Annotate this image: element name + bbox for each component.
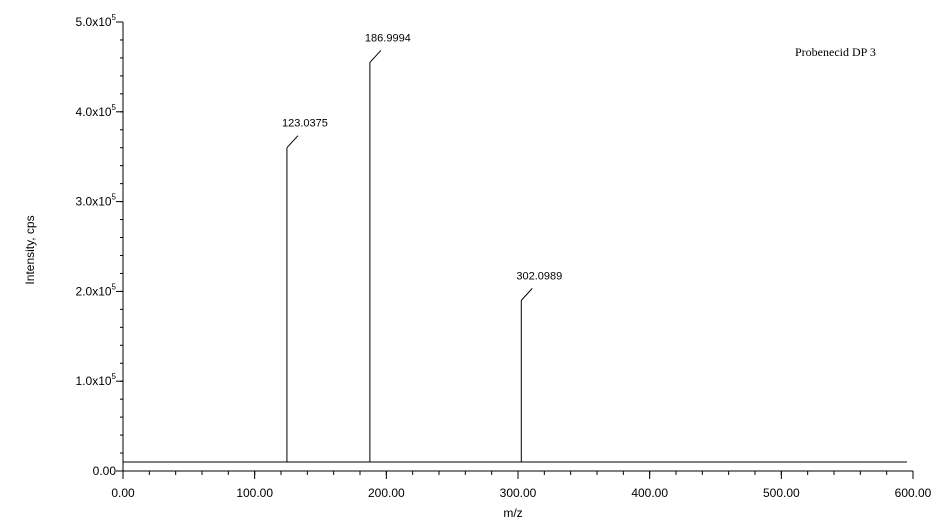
peak-series: 123.0375 186.9994 302.0989 [282,32,562,463]
y-tick-mantissa: 5.0x10 [76,15,112,29]
peak-label: 186.9994 [365,32,411,44]
y-tick-label: 5.0x105 [76,13,117,29]
y-tick-exponent: 5 [112,282,117,291]
x-tick-label: 400.00 [631,486,668,500]
y-tick-exponent: 5 [112,13,117,22]
y-tick-label: 3.0x105 [76,193,117,209]
y-tick-mantissa: 1.0x10 [76,374,112,388]
y-axis-label: Intensity, cps [23,215,37,284]
y-tick-label: 2.0x105 [76,282,117,298]
peak-label: 123.0375 [282,118,328,130]
y-tick-exponent: 5 [112,372,117,381]
y-tick-mantissa: 2.0x10 [76,284,112,298]
x-tick-label: 300.00 [500,486,537,500]
y-tick-label: 0.00 [93,464,117,478]
sample-annotation: Probenecid DP 3 [795,45,876,59]
y-tick-label: 4.0x105 [76,103,117,119]
peak-leader-line [369,50,382,63]
x-axis-label: m/z [503,506,522,520]
x-tick-label: 200.00 [368,486,405,500]
x-tick-label: 100.00 [236,486,273,500]
peak-label: 302.0989 [516,270,562,282]
peak-leader-line [520,288,533,301]
y-tick-mantissa: 3.0x10 [76,195,112,209]
x-tick-label: 500.00 [763,486,800,500]
y-tick-label: 1.0x105 [76,372,117,388]
x-axis-ticks: 0.00 100.00 200.00 300.00 400.00 500.00 600.00 [111,471,932,500]
x-tick-label: 0.00 [111,486,135,500]
x-tick-label: 600.00 [895,486,932,500]
y-tick-mantissa: 4.0x10 [76,105,112,119]
y-tick-exponent: 5 [112,193,117,202]
y-tick-exponent: 5 [112,103,117,112]
peak-leader-line [286,135,299,149]
